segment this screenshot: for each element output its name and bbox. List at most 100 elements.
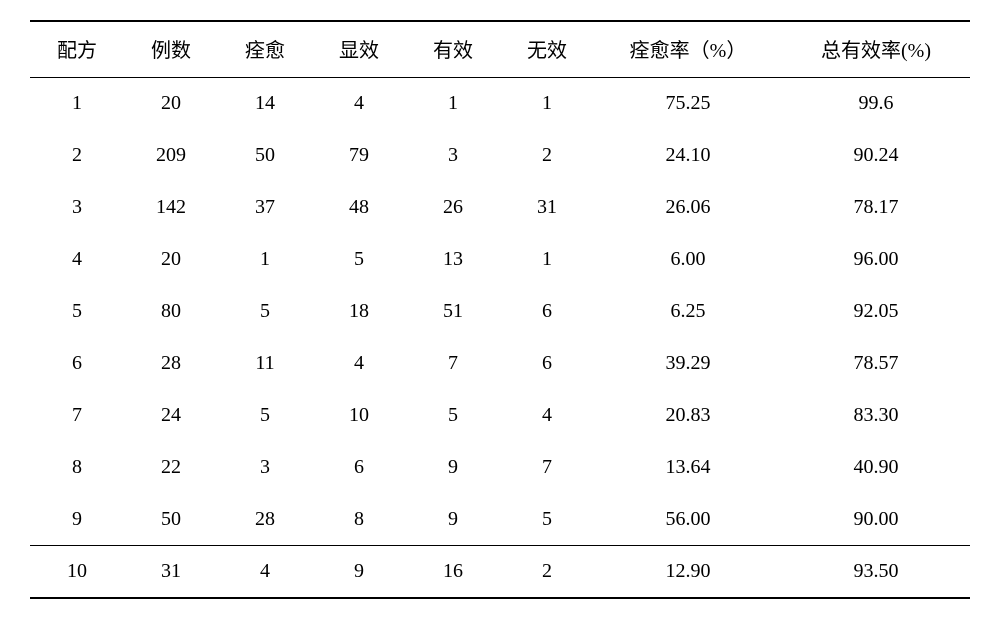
table-cell: 142 (124, 182, 218, 234)
table-cell: 9 (30, 494, 124, 546)
table-cell: 6 (500, 286, 594, 338)
table-cell: 6.25 (594, 286, 782, 338)
table-row: 6 28 11 4 7 6 39.29 78.57 (30, 338, 970, 390)
table-cell: 90.24 (782, 130, 970, 182)
table-cell: 11 (218, 338, 312, 390)
table-cell: 8 (312, 494, 406, 546)
table-cell: 3 (218, 442, 312, 494)
table-cell: 5 (500, 494, 594, 546)
table-cell: 99.6 (782, 78, 970, 130)
table-cell: 209 (124, 130, 218, 182)
table-cell: 4 (218, 546, 312, 598)
table-row: 9 50 28 8 9 5 56.00 90.00 (30, 494, 970, 546)
table-cell: 1 (500, 234, 594, 286)
table-cell: 37 (218, 182, 312, 234)
table-cell: 18 (312, 286, 406, 338)
table-cell: 51 (406, 286, 500, 338)
table-cell: 96.00 (782, 234, 970, 286)
table-cell: 2 (500, 130, 594, 182)
table-cell: 10 (30, 546, 124, 598)
table-cell: 3 (30, 182, 124, 234)
table-cell: 1 (218, 234, 312, 286)
table-cell: 31 (500, 182, 594, 234)
column-header: 痊愈率（%） (594, 21, 782, 78)
table-cell: 56.00 (594, 494, 782, 546)
table-header-row: 配方 例数 痊愈 显效 有效 无效 痊愈率（%） 总有效率(%) (30, 21, 970, 78)
table-cell: 5 (218, 390, 312, 442)
table-cell: 28 (218, 494, 312, 546)
column-header: 例数 (124, 21, 218, 78)
table-cell: 3 (406, 130, 500, 182)
table-cell: 1 (406, 78, 500, 130)
table-cell: 20 (124, 234, 218, 286)
table-row: 4 20 1 5 13 1 6.00 96.00 (30, 234, 970, 286)
table-cell: 13 (406, 234, 500, 286)
table-cell: 5 (218, 286, 312, 338)
table-cell: 7 (406, 338, 500, 390)
table-cell: 24 (124, 390, 218, 442)
table-cell: 75.25 (594, 78, 782, 130)
table-cell: 93.50 (782, 546, 970, 598)
table-cell: 8 (30, 442, 124, 494)
table-cell: 20.83 (594, 390, 782, 442)
table-cell: 7 (500, 442, 594, 494)
table-cell: 4 (312, 78, 406, 130)
table-cell: 78.17 (782, 182, 970, 234)
table-cell: 48 (312, 182, 406, 234)
column-header: 配方 (30, 21, 124, 78)
table-cell: 6 (312, 442, 406, 494)
table-cell: 4 (312, 338, 406, 390)
column-header: 有效 (406, 21, 500, 78)
table-cell: 83.30 (782, 390, 970, 442)
table-cell: 92.05 (782, 286, 970, 338)
table-cell: 6 (500, 338, 594, 390)
table-cell: 28 (124, 338, 218, 390)
table-cell: 7 (30, 390, 124, 442)
table-cell: 5 (30, 286, 124, 338)
table-row: 7 24 5 10 5 4 20.83 83.30 (30, 390, 970, 442)
table-cell: 2 (30, 130, 124, 182)
table-cell: 24.10 (594, 130, 782, 182)
table-cell: 4 (500, 390, 594, 442)
table-cell: 26.06 (594, 182, 782, 234)
table-cell: 50 (124, 494, 218, 546)
table-cell: 31 (124, 546, 218, 598)
table-cell: 50 (218, 130, 312, 182)
table-cell: 9 (406, 442, 500, 494)
data-table: 配方 例数 痊愈 显效 有效 无效 痊愈率（%） 总有效率(%) 1 20 14… (30, 20, 970, 599)
column-header: 无效 (500, 21, 594, 78)
table-row: 8 22 3 6 9 7 13.64 40.90 (30, 442, 970, 494)
table-cell: 1 (500, 78, 594, 130)
table-cell: 10 (312, 390, 406, 442)
table-cell: 78.57 (782, 338, 970, 390)
table-cell: 22 (124, 442, 218, 494)
table-cell: 20 (124, 78, 218, 130)
column-header: 痊愈 (218, 21, 312, 78)
table-cell: 16 (406, 546, 500, 598)
table-cell: 6 (30, 338, 124, 390)
table-row: 1 20 14 4 1 1 75.25 99.6 (30, 78, 970, 130)
table-cell: 6.00 (594, 234, 782, 286)
table-cell: 79 (312, 130, 406, 182)
table-cell: 5 (406, 390, 500, 442)
table-cell: 39.29 (594, 338, 782, 390)
table-cell: 2 (500, 546, 594, 598)
table-row: 2 209 50 79 3 2 24.10 90.24 (30, 130, 970, 182)
table-cell: 40.90 (782, 442, 970, 494)
table-cell: 9 (406, 494, 500, 546)
table-cell: 80 (124, 286, 218, 338)
column-header: 总有效率(%) (782, 21, 970, 78)
table-cell: 14 (218, 78, 312, 130)
table-cell: 4 (30, 234, 124, 286)
column-header: 显效 (312, 21, 406, 78)
table-row: 3 142 37 48 26 31 26.06 78.17 (30, 182, 970, 234)
table-cell: 90.00 (782, 494, 970, 546)
table-cell: 12.90 (594, 546, 782, 598)
table-cell: 5 (312, 234, 406, 286)
table-row: 10 31 4 9 16 2 12.90 93.50 (30, 546, 970, 598)
table-row: 5 80 5 18 51 6 6.25 92.05 (30, 286, 970, 338)
table-cell: 1 (30, 78, 124, 130)
table-cell: 9 (312, 546, 406, 598)
table-cell: 26 (406, 182, 500, 234)
table-cell: 13.64 (594, 442, 782, 494)
